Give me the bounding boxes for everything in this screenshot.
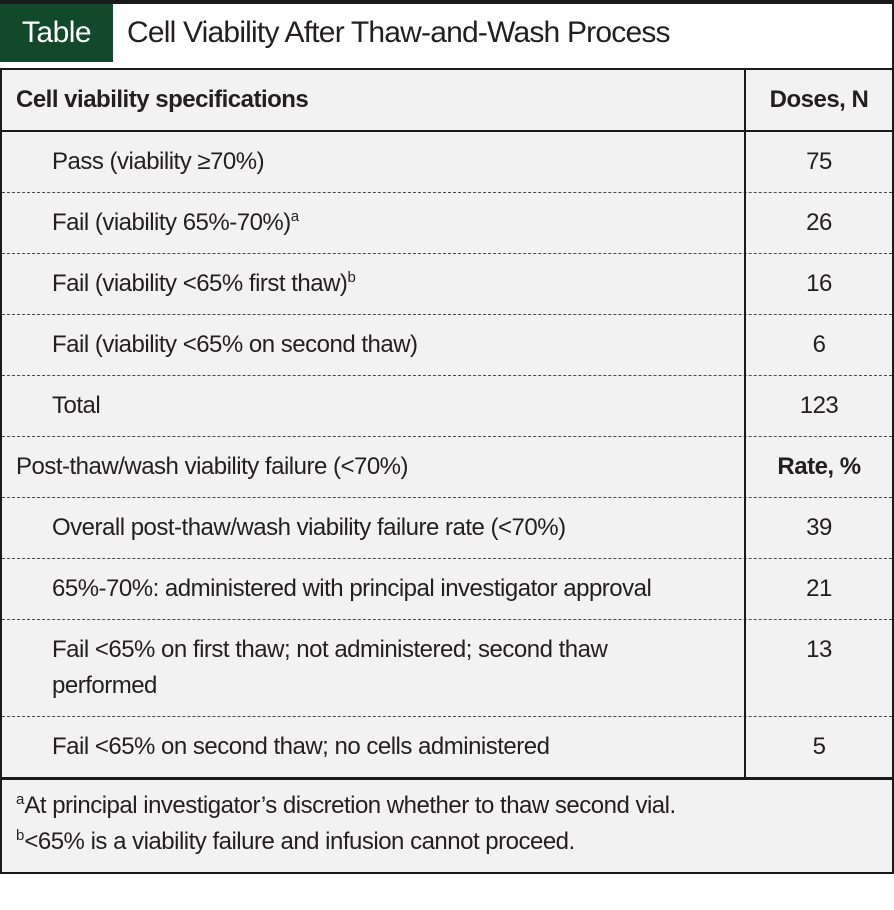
row-value: 5 — [812, 733, 826, 760]
row-label: Fail <65% on second thaw; no cells admin… — [52, 733, 550, 760]
row-value: 26 — [806, 209, 832, 236]
footnotes: aAt principal investigator’s discretion … — [2, 777, 892, 872]
table-row-fail-65-70: Fail (viability 65%-70%)a 26 — [2, 192, 892, 253]
table-row-second-thaw-no-cells: Fail <65% on second thaw; no cells admin… — [2, 716, 892, 777]
row-label: Overall post-thaw/wash viability failure… — [52, 514, 566, 541]
section-header-row-failure-rate: Post-thaw/wash viability failure (<70%) … — [2, 436, 892, 497]
table-row-first-thaw-not-administered: Fail <65% on first thaw; not administere… — [2, 619, 892, 716]
row-value: 21 — [806, 575, 832, 602]
table-figure: Table Cell Viability After Thaw-and-Wash… — [0, 0, 894, 874]
band-gap — [0, 62, 894, 68]
column-header-doses: Doses, N — [769, 86, 869, 113]
footnote-a-text: At principal investigator’s discretion w… — [24, 792, 676, 819]
row-label: 65%-70%: administered with principal inv… — [52, 575, 652, 602]
table-row-pi-approval: 65%-70%: administered with principal inv… — [2, 558, 892, 619]
table-row-overall-failure-rate: Overall post-thaw/wash viability failure… — [2, 497, 892, 558]
row-value: 6 — [812, 331, 826, 358]
viability-table: Cell viability specifications Doses, N P… — [0, 68, 894, 874]
row-value: 39 — [806, 514, 832, 541]
column-header-row: Cell viability specifications Doses, N — [2, 70, 892, 130]
row-label: Fail (viability 65%-70%)a — [52, 208, 300, 236]
row-label: Pass (viability ≥70%) — [52, 148, 265, 175]
footnote-b-text: <65% is a viability failure and infusion… — [24, 828, 575, 855]
table-row-fail-under65-first: Fail (viability <65% first thaw)b 16 — [2, 253, 892, 314]
table-row-fail-under65-second: Fail (viability <65% on second thaw) 6 — [2, 314, 892, 375]
row-label: Fail (viability <65% on second thaw) — [52, 331, 418, 358]
row-value: 16 — [806, 270, 832, 297]
row-value: 75 — [806, 148, 832, 175]
column-header-rate: Rate, % — [777, 453, 861, 480]
table-badge: Table — [0, 4, 113, 62]
table-rows: Cell viability specifications Doses, N P… — [2, 70, 892, 777]
footnote-a-marker: a — [16, 791, 25, 808]
row-label: Fail <65% on first thaw; not administere… — [52, 636, 608, 699]
row-value: 13 — [806, 636, 832, 663]
top-rule — [0, 0, 894, 4]
footnote-marker-a: a — [290, 208, 300, 225]
footnote-a: aAt principal investigator’s discretion … — [16, 788, 878, 824]
table-row-pass: Pass (viability ≥70%) 75 — [2, 130, 892, 192]
row-label: Fail (viability <65% first thaw)b — [52, 269, 356, 297]
table-row-total: Total 123 — [2, 375, 892, 436]
section-header-label: Post-thaw/wash viability failure (<70%) — [16, 453, 409, 480]
table-title: Cell Viability After Thaw-and-Wash Proce… — [127, 16, 671, 49]
footnote-b-marker: b — [16, 827, 25, 844]
footnote-b: b<65% is a viability failure and infusio… — [16, 824, 878, 860]
column-divider — [744, 70, 746, 777]
column-header-specifications: Cell viability specifications — [16, 86, 309, 113]
footnote-marker-b: b — [347, 269, 356, 286]
table-header-band: Table Cell Viability After Thaw-and-Wash… — [0, 4, 894, 62]
row-label: Total — [52, 392, 101, 419]
row-value: 123 — [799, 392, 839, 419]
